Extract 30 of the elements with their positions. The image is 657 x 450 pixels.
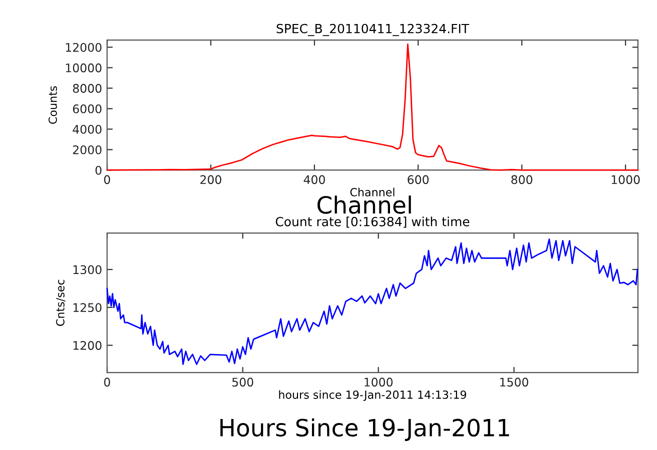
y-axis-title: Counts <box>48 86 57 124</box>
x-tick-label: 1500 <box>500 378 528 387</box>
text: Hours Since 19-Jan-2011 <box>220 418 510 441</box>
x-axis-title: Channel <box>350 188 394 196</box>
chart-title: SPEC_B_20110411_123324.FIT <box>276 24 470 36</box>
x-tick-label: 0 <box>104 175 110 184</box>
x-axis-title: hours since 19-Jan-2011 14:13:19 <box>279 390 466 401</box>
y-tick-label: 10000 <box>66 63 102 72</box>
x-tick-label: 1000 <box>364 378 393 387</box>
y-tick-label: 8000 <box>72 84 102 93</box>
y-tick-label: 1300 <box>73 265 102 274</box>
y-tick-label: 12000 <box>66 42 102 52</box>
x-tick-label: 800 <box>511 175 532 184</box>
x-tick-label: 0 <box>104 378 110 387</box>
x-tick-label: 1000 <box>612 175 640 184</box>
y-tick-label: 2000 <box>73 145 102 154</box>
text: Channel <box>317 196 411 214</box>
y-tick-label: 0 <box>95 166 102 175</box>
line-series <box>106 238 638 365</box>
line-series <box>106 43 639 171</box>
y-axis-title: Cnts/sec <box>56 280 66 326</box>
x-tick-label: 500 <box>232 378 254 387</box>
y-tick-label: 1200 <box>73 341 102 350</box>
y-tick-label: 6000 <box>73 104 102 114</box>
y-tick-label: 4000 <box>72 124 102 134</box>
chart-title: Count rate [0:16384] with time <box>276 216 470 228</box>
x-tick-label: 400 <box>304 175 325 184</box>
x-tick-label: 600 <box>408 175 429 184</box>
y-tick-label: 1250 <box>73 303 102 312</box>
x-tick-label: 200 <box>200 175 222 184</box>
